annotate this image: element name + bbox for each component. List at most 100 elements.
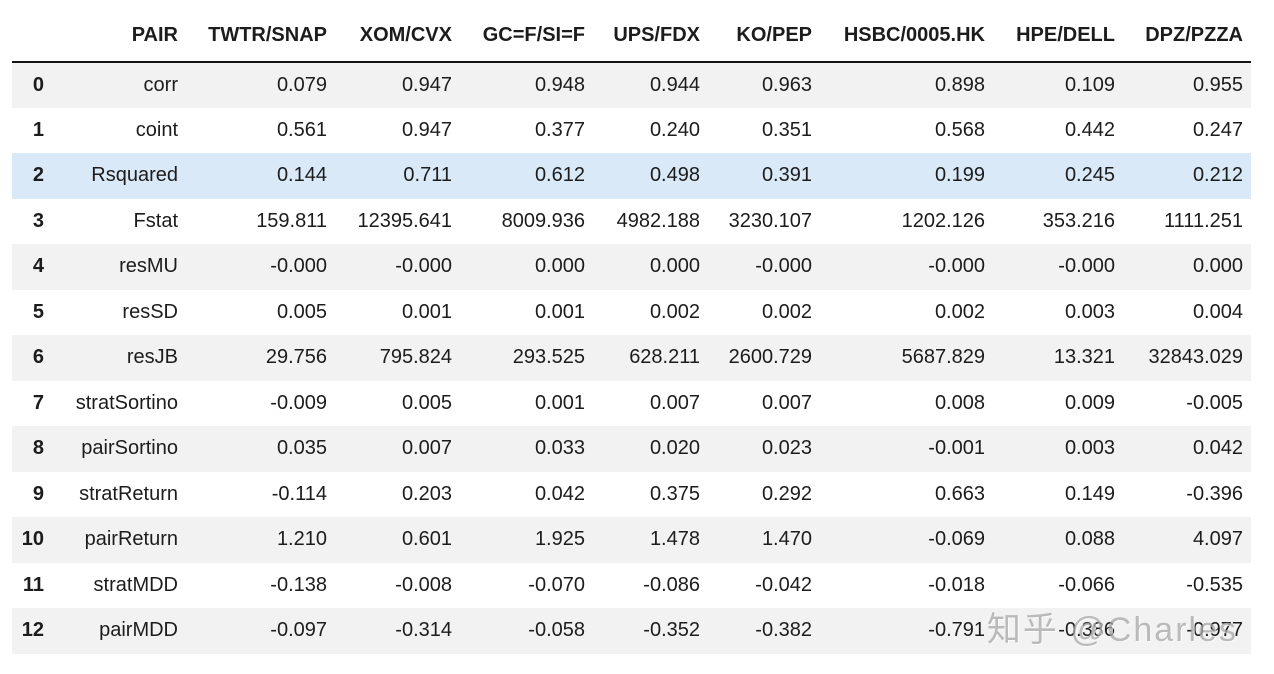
cell-value: 0.375 — [649, 482, 700, 505]
row-metric: pairSortino — [81, 437, 178, 460]
cell-value: 0.023 — [761, 437, 812, 460]
cell-value: -0.535 — [1186, 573, 1243, 596]
column-header-hsbc-0005hk: HSBC/0005.HK — [820, 10, 993, 63]
cell-value: -0.008 — [395, 573, 452, 596]
cell-value: 0.247 — [1192, 118, 1243, 141]
cell-value: 12395.641 — [357, 209, 452, 232]
cell-value: 0.898 — [934, 73, 985, 96]
cell-value: -0.086 — [643, 573, 700, 596]
cell-value: 0.004 — [1192, 300, 1243, 323]
row-index: 4 — [32, 255, 44, 278]
row-index: 0 — [32, 73, 44, 96]
cell-value: 0.947 — [401, 73, 452, 96]
cell-value: 0.001 — [401, 300, 452, 323]
cell-value: -0.005 — [1186, 391, 1243, 414]
row-index: 1 — [32, 118, 44, 141]
cell-value: 0.088 — [1064, 528, 1115, 551]
row-index: 5 — [32, 300, 44, 323]
cell-value: 0.955 — [1192, 73, 1243, 96]
cell-value: 0.042 — [534, 482, 585, 505]
cell-value: 0.008 — [934, 391, 985, 414]
cell-value: 0.003 — [1064, 437, 1115, 460]
cell-value: -0.138 — [270, 573, 327, 596]
cell-value: 0.663 — [934, 482, 985, 505]
cell-value: -0.000 — [270, 255, 327, 278]
row-metric: pairReturn — [84, 528, 178, 551]
table-row: 2 Rsquared 0.144 0.711 0.612 0.498 0.391 0.199 0… — [12, 153, 1251, 199]
table-row: 7 stratSortino -0.009 0.005 0.001 0.007 0.007 0… — [12, 381, 1251, 427]
cell-value: 0.002 — [934, 300, 985, 323]
cell-value: 0.292 — [761, 482, 812, 505]
cell-value: 13.321 — [1053, 346, 1115, 369]
row-metric: corr — [143, 73, 178, 96]
column-header-xom-cvx: XOM/CVX — [335, 10, 460, 63]
cell-value: 0.963 — [761, 73, 812, 96]
cell-value: 0.711 — [403, 164, 452, 187]
row-index: 11 — [22, 573, 44, 596]
stats-table: PAIR TWTR/SNAP XOM/CVX GC=F/SI=F UPS/FDX… — [12, 10, 1251, 654]
cell-value: -0.018 — [928, 573, 985, 596]
table-row: 11 stratMDD -0.138 -0.008 -0.070 -0.086 -0.042… — [12, 563, 1251, 609]
cell-value: 0.002 — [649, 300, 700, 323]
cell-value: 0.009 — [1064, 391, 1115, 414]
cell-value: 0.005 — [276, 300, 327, 323]
row-metric: Rsquared — [91, 164, 178, 187]
cell-value: 0.351 — [761, 118, 812, 141]
table-body: 0 corr 0.079 0.947 0.948 0.944 0.963 0.898 0.109… — [12, 62, 1251, 654]
cell-value: -0.009 — [270, 391, 327, 414]
cell-value: 0.568 — [934, 118, 985, 141]
cell-value: 0.020 — [649, 437, 700, 460]
table-row: 3 Fstat 159.811 12395.641 8009.936 4982.188 32… — [12, 199, 1251, 245]
cell-value: 2600.729 — [728, 346, 812, 369]
row-index: 12 — [21, 619, 44, 642]
cell-value: 0.007 — [401, 437, 452, 460]
cell-value: -0.382 — [755, 619, 812, 642]
cell-value: -0.114 — [271, 482, 327, 505]
cell-value: 0.001 — [534, 391, 585, 414]
row-index: 8 — [32, 437, 44, 460]
header-row: PAIR TWTR/SNAP XOM/CVX GC=F/SI=F UPS/FDX… — [12, 10, 1251, 63]
cell-value: 0.001 — [534, 300, 585, 323]
cell-value: -0.977 — [1186, 619, 1243, 642]
cell-value: -0.000 — [395, 255, 452, 278]
cell-value: 0.561 — [276, 118, 327, 141]
column-header-pair: PAIR — [52, 10, 186, 63]
cell-value: 32843.029 — [1148, 346, 1243, 369]
row-index: 7 — [32, 391, 44, 414]
cell-value: -0.042 — [755, 573, 812, 596]
cell-value: -0.396 — [1186, 482, 1243, 505]
cell-value: 795.824 — [379, 346, 452, 369]
cell-value: -0.791 — [928, 619, 985, 642]
row-index: 9 — [32, 482, 44, 505]
table-row: 10 pairReturn 1.210 0.601 1.925 1.478 1.470 -0.… — [12, 517, 1251, 563]
table-row: 4 resMU -0.000 -0.000 0.000 0.000 -0.000 -0.000… — [12, 244, 1251, 290]
cell-value: 1.925 — [534, 528, 585, 551]
cell-value: 0.003 — [1064, 300, 1115, 323]
row-metric: resSD — [122, 300, 178, 323]
cell-value: -0.386 — [1058, 619, 1115, 642]
cell-value: 0.377 — [534, 118, 585, 141]
row-metric: Fstat — [133, 209, 178, 232]
row-index: 6 — [32, 346, 44, 369]
cell-value: 628.211 — [629, 346, 700, 369]
cell-value: 29.756 — [265, 346, 327, 369]
cell-value: 0.391 — [761, 164, 812, 187]
cell-value: -0.000 — [1058, 255, 1115, 278]
row-metric: coint — [135, 118, 178, 141]
column-header-hpe-dell: HPE/DELL — [993, 10, 1123, 63]
cell-value: 0.033 — [534, 437, 585, 460]
cell-value: 0.245 — [1064, 164, 1115, 187]
cell-value: 0.000 — [649, 255, 700, 278]
cell-value: 1202.126 — [901, 209, 985, 232]
row-index: 10 — [21, 528, 44, 551]
cell-value: 1.478 — [649, 528, 700, 551]
cell-value: 0.144 — [276, 164, 327, 187]
index-column-header — [12, 10, 52, 63]
cell-value: 0.240 — [649, 118, 700, 141]
cell-value: 353.216 — [1042, 209, 1115, 232]
cell-value: 0.203 — [401, 482, 452, 505]
cell-value: 8009.936 — [501, 209, 585, 232]
column-header-dpz-pzza: DPZ/PZZA — [1123, 10, 1251, 63]
cell-value: 0.007 — [649, 391, 700, 414]
cell-value: 3230.107 — [728, 209, 812, 232]
